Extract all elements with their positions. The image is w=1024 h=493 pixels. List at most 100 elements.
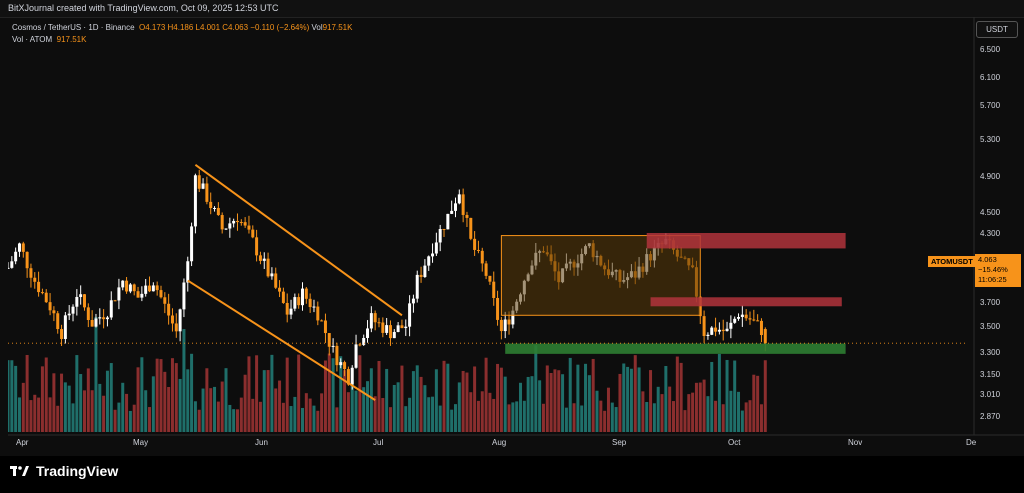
time-tick-label: De	[966, 438, 977, 447]
volume-bar	[29, 400, 33, 432]
volume-bar	[553, 369, 557, 432]
volume-bar	[748, 400, 752, 432]
candle-body	[737, 316, 741, 319]
volume-bar	[461, 370, 465, 432]
volume-bar	[572, 403, 576, 432]
candle-body	[507, 319, 511, 325]
volume-bar	[671, 401, 675, 432]
volume-bar	[427, 397, 431, 432]
volume-bar	[675, 356, 679, 432]
candle-body	[255, 237, 259, 256]
volume-bar	[304, 393, 308, 432]
volume-bar	[683, 410, 687, 432]
tradingview-logo[interactable]: TradingView	[10, 463, 118, 479]
volume-bar	[94, 317, 98, 432]
price-chart[interactable]: 6.500 6.100 5.700 5.300 4.900 4.500 4.300 3.700…	[8, 17, 1024, 463]
volume-bar	[343, 370, 347, 432]
candle-body	[392, 331, 396, 339]
volume-bar	[507, 404, 511, 432]
volume-bar	[591, 358, 595, 432]
annotation-layer	[8, 164, 968, 401]
candle-body	[725, 328, 729, 332]
candle-body	[484, 263, 488, 276]
candle-body	[48, 302, 52, 311]
candle-body	[90, 320, 94, 327]
volume-bar	[358, 355, 362, 432]
volume-bar	[67, 385, 71, 432]
volume-bar	[515, 401, 519, 432]
candle-body	[274, 273, 278, 288]
candle-body	[281, 291, 285, 303]
candle-body	[216, 207, 220, 216]
volume-bar	[469, 392, 473, 432]
candle-body	[82, 294, 86, 308]
volume-bar	[235, 409, 239, 432]
volume-bar	[301, 407, 305, 432]
volume-bar	[369, 368, 373, 432]
volume-bar	[178, 378, 182, 432]
tradingview-logo-icon	[10, 464, 30, 478]
volume-bar	[63, 382, 67, 432]
volume-bar	[434, 369, 438, 432]
candle-body	[144, 285, 148, 294]
price-tick-label: 3.500	[980, 322, 1001, 331]
volume-bar	[354, 390, 358, 432]
volume-bar	[48, 397, 52, 432]
candle-body	[415, 274, 419, 299]
volume-bar	[60, 373, 64, 432]
volume-bar	[442, 360, 446, 432]
candle-body	[193, 175, 197, 227]
volume-bar	[618, 373, 622, 432]
volume-bar	[519, 382, 523, 432]
volume-bar	[652, 403, 656, 432]
change-value: −0.110 (−2.64%)	[250, 23, 310, 32]
price-tick-label: 5.300	[980, 135, 1001, 144]
time-tick-label: Oct	[728, 438, 741, 447]
volume-bar	[759, 404, 763, 432]
volume-bar	[541, 403, 545, 432]
channel-line-lower	[187, 279, 376, 401]
candle-body	[205, 183, 209, 202]
currency-unit-button[interactable]: USDT	[976, 21, 1018, 38]
candle-body	[346, 369, 350, 385]
price-tick-label: 4.500	[980, 208, 1001, 217]
volume-bar	[167, 386, 171, 432]
candle-body	[228, 223, 232, 229]
candle-body	[377, 322, 381, 324]
candle-body	[350, 367, 354, 385]
volume-bar	[281, 402, 285, 432]
volume-bar	[526, 376, 530, 432]
candle-body	[159, 290, 163, 298]
candle-body	[729, 322, 733, 329]
candle-body	[339, 362, 343, 366]
volume-bar	[717, 353, 721, 432]
volume-bar	[488, 392, 492, 432]
candle-body	[136, 291, 140, 298]
candle-body	[148, 285, 152, 292]
candle-countdown: 11:06:25	[978, 275, 1007, 284]
candle-body	[33, 277, 37, 282]
last-price-change: −15.46%	[978, 265, 1008, 274]
candle-body	[151, 285, 155, 292]
candle-body	[752, 319, 756, 321]
candle-body	[438, 229, 442, 243]
volume-bar	[90, 390, 94, 432]
volume-bar	[316, 410, 320, 432]
candle-body	[289, 308, 293, 315]
candle-body	[343, 362, 347, 370]
volume-bar	[423, 385, 427, 432]
candle-body	[10, 261, 14, 268]
volume-bar	[21, 382, 25, 432]
volume-bar	[687, 394, 691, 432]
candle-body	[388, 325, 392, 339]
candle-body	[262, 258, 266, 261]
candle-body	[706, 334, 710, 337]
volume-bar	[323, 360, 327, 432]
volume-bar	[136, 367, 140, 432]
volume-bar	[668, 386, 672, 432]
volume-bar	[603, 410, 607, 432]
volume-bar	[465, 372, 469, 432]
candle-body	[21, 243, 25, 252]
volume-bar	[373, 396, 377, 432]
time-tick-label: Apr	[16, 438, 29, 447]
